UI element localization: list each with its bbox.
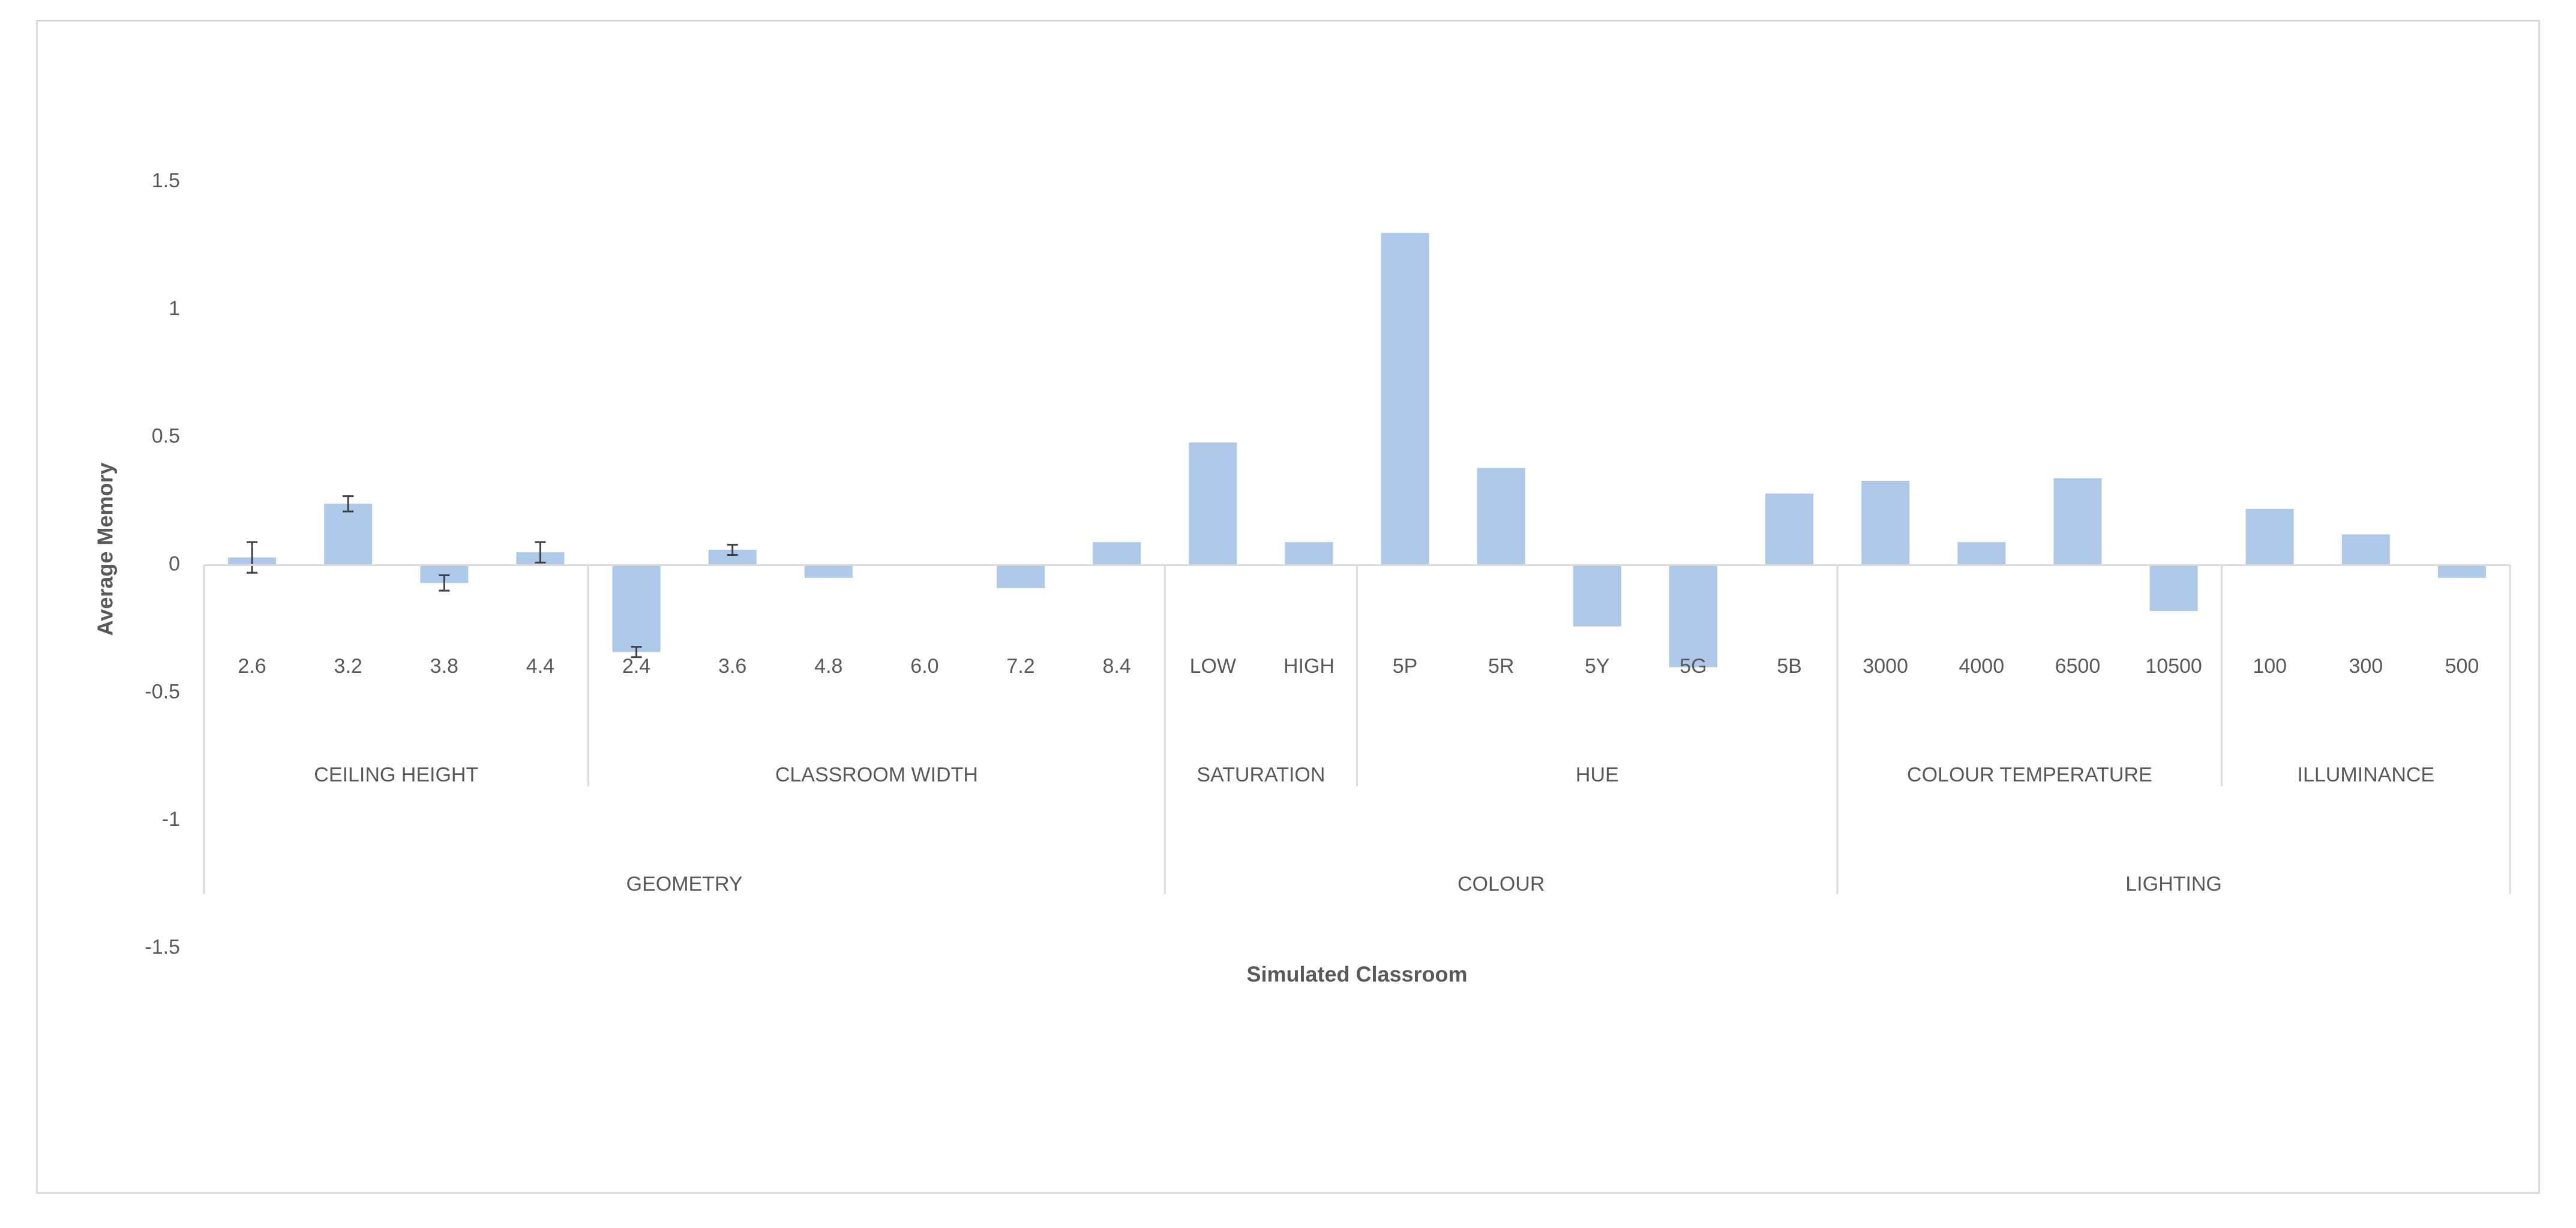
bar <box>1477 468 1525 565</box>
category-label: HIGH <box>1283 655 1335 678</box>
x-axis-title: Simulated Classroom <box>1246 962 1467 987</box>
category-label: 4.8 <box>814 655 842 678</box>
bar <box>1381 233 1429 565</box>
bar <box>1669 565 1717 667</box>
category-label: 10500 <box>2145 655 2202 678</box>
category-label: 7.2 <box>1006 655 1034 678</box>
category-label: 3000 <box>1863 655 1908 678</box>
group-label: COLOUR <box>1458 873 1545 895</box>
bar <box>2437 565 2486 578</box>
category-label: LOW <box>1190 655 1236 678</box>
category-label: 300 <box>2349 655 2383 678</box>
y-axis-title: Average Memory <box>93 463 118 636</box>
category-label: 6500 <box>2055 655 2101 678</box>
y-tick-label: 0 <box>169 552 180 575</box>
subgroup-label: CLASSROOM WIDTH <box>775 763 978 786</box>
category-label: 500 <box>2445 655 2479 678</box>
bar <box>2245 508 2294 565</box>
group-label: GEOMETRY <box>626 873 743 895</box>
category-label: 5P <box>1393 655 1418 678</box>
bar <box>1957 542 2006 565</box>
bar <box>1093 542 1141 565</box>
subgroup-label: SATURATION <box>1196 763 1325 786</box>
subgroup-label: ILLUMINANCE <box>2298 763 2435 786</box>
category-label: 5G <box>1680 655 1707 678</box>
category-label: 8.4 <box>1103 655 1131 678</box>
bar <box>324 504 373 565</box>
y-tick-label: -1 <box>162 808 180 831</box>
bar <box>1285 542 1333 565</box>
category-label: 5B <box>1777 655 1802 678</box>
bar <box>2149 565 2198 612</box>
y-tick-label: -0.5 <box>145 680 180 703</box>
bar <box>997 565 1045 588</box>
bar <box>1189 442 1237 565</box>
category-label: 5Y <box>1585 655 1610 678</box>
bar <box>2053 478 2102 565</box>
subgroup-label: CEILING HEIGHT <box>314 763 478 786</box>
y-tick-label: 1.5 <box>152 169 180 192</box>
bar <box>1573 565 1621 627</box>
subgroup-label: COLOUR TEMPERATURE <box>1907 763 2152 786</box>
category-label: 3.2 <box>334 655 362 678</box>
category-label: 3.8 <box>430 655 458 678</box>
bar <box>804 565 853 578</box>
category-label: 5R <box>1488 655 1514 678</box>
category-label: 3.6 <box>718 655 746 678</box>
bar <box>2341 534 2390 565</box>
category-label: 100 <box>2253 655 2287 678</box>
category-label: 4000 <box>1959 655 2004 678</box>
category-label: 4.4 <box>526 655 554 678</box>
y-tick-label: 0.5 <box>152 425 180 448</box>
subgroup-label: HUE <box>1576 763 1619 786</box>
chart-frame <box>36 20 2540 1194</box>
category-label: 6.0 <box>910 655 938 678</box>
category-label: 2.4 <box>622 655 650 678</box>
y-tick-label: 1 <box>169 297 180 320</box>
bar <box>1765 493 1814 565</box>
group-label: LIGHTING <box>2125 873 2222 895</box>
category-label: 2.6 <box>238 655 266 678</box>
y-tick-label: -1.5 <box>145 936 180 959</box>
bar <box>612 565 661 652</box>
bar <box>1861 481 1910 565</box>
